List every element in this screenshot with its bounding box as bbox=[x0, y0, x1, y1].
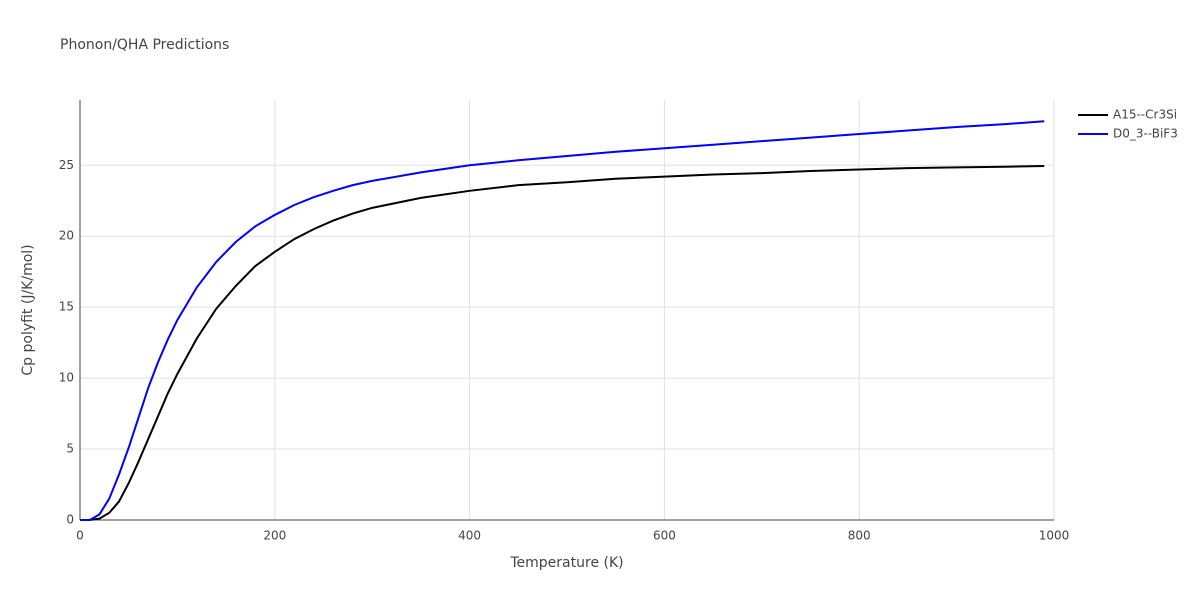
legend-label: D0_3--BiF3 bbox=[1113, 127, 1178, 141]
y-axis-label: Cp polyfit (J/K/mol) bbox=[20, 244, 36, 375]
x-tick-label: 400 bbox=[458, 529, 481, 543]
y-tick-label: 10 bbox=[59, 371, 74, 385]
x-axis-label: Temperature (K) bbox=[509, 555, 623, 571]
chart-title: Phonon/QHA Predictions bbox=[60, 37, 229, 53]
x-tick-label: 200 bbox=[263, 529, 286, 543]
y-tick-label: 20 bbox=[59, 229, 74, 243]
x-tick-label: 0 bbox=[76, 529, 84, 543]
y-tick-label: 5 bbox=[66, 442, 74, 456]
y-tick-label: 0 bbox=[66, 513, 74, 527]
y-tick-label: 25 bbox=[59, 158, 74, 172]
legend-label: A15--Cr3Si bbox=[1113, 108, 1177, 122]
series-line bbox=[80, 164, 1045, 521]
x-tick-label: 1000 bbox=[1039, 529, 1070, 543]
series-line bbox=[80, 120, 1045, 521]
x-tick-label: 600 bbox=[653, 529, 676, 543]
x-tick-label: 800 bbox=[848, 529, 871, 543]
y-tick-label: 15 bbox=[59, 300, 74, 314]
